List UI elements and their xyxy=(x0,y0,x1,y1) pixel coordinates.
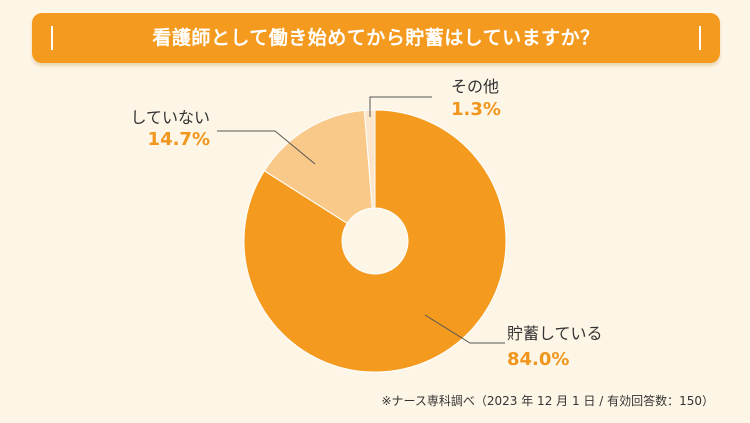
leader-line xyxy=(217,130,316,165)
slice-label: その他 xyxy=(451,77,499,96)
slice-label: していない xyxy=(130,108,210,127)
slice-label: 貯蓄している xyxy=(507,324,603,343)
source-note: ※ナース専科調べ（2023 年 12 月 1 日 / 有効回答数：150） xyxy=(381,394,714,408)
donut-slice xyxy=(363,109,376,209)
leader-line xyxy=(369,96,432,117)
donut-slice xyxy=(243,109,507,373)
title-right-bar xyxy=(699,26,701,50)
title-bar: 看護師として働き始めてから貯蓄はしていますか？ xyxy=(32,13,720,63)
slice-value-label: 84.0% xyxy=(507,349,569,370)
slice-labels: 貯蓄している 84.0% していない 14.7% その他 1.3% xyxy=(130,77,602,370)
title-left-bar xyxy=(51,26,53,50)
leader-lines xyxy=(217,96,505,344)
slice-value-label: 14.7% xyxy=(148,129,210,150)
donut-slices xyxy=(243,109,507,373)
slice-value-label: 1.3% xyxy=(451,99,501,120)
donut-slice xyxy=(263,109,373,225)
chart-title: 看護師として働き始めてから貯蓄はしていますか？ xyxy=(152,27,600,49)
leader-line xyxy=(424,314,505,344)
